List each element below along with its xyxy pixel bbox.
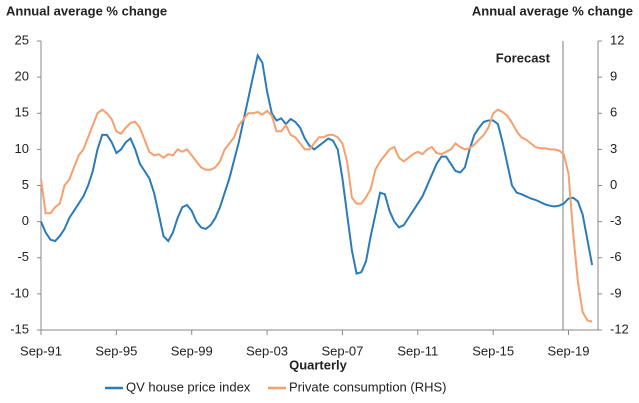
series-line <box>40 108 593 323</box>
y2-tick-label: 12 <box>610 32 624 47</box>
x-tick-label: Sep-11 <box>397 343 438 358</box>
y-tick-label: -10 <box>10 285 29 300</box>
x-tick-label: Sep-03 <box>246 343 288 358</box>
y-axis-label: Annual average % change <box>6 3 167 18</box>
x-tick-label: Sep-99 <box>171 343 213 358</box>
y2-tick-label: -12 <box>610 321 629 336</box>
y-tick-label: -15 <box>10 321 29 336</box>
legend-label: QV house price index <box>126 379 251 394</box>
y-tick-label: 5 <box>22 177 29 192</box>
y2-tick-label: 0 <box>610 177 617 192</box>
y2-tick-label: 3 <box>610 141 617 156</box>
series-line <box>40 52 594 275</box>
y-tick-label: 10 <box>15 141 29 156</box>
legend-label: Private consumption (RHS) <box>289 379 447 394</box>
y-tick-label: 25 <box>15 32 29 47</box>
y2-axis-label: Annual average % change <box>472 3 633 18</box>
y2-tick-label: 6 <box>610 105 617 120</box>
y-tick-label: 15 <box>15 105 29 120</box>
x-tick-label: Sep-91 <box>20 343 62 358</box>
y2-tick-label: 9 <box>610 69 617 84</box>
x-tick-label: Sep-15 <box>472 343 514 358</box>
annotation: Forecast <box>496 50 551 65</box>
y-tick-label: -5 <box>17 249 29 264</box>
y2-tick-label: -6 <box>610 249 622 264</box>
y2-tick-label: -9 <box>610 285 622 300</box>
x-tick-label: Sep-07 <box>321 343 363 358</box>
x-axis-label: Quarterly <box>289 357 348 372</box>
x-tick-label: Sep-19 <box>548 343 590 358</box>
y-tick-label: 0 <box>22 213 29 228</box>
x-tick-label: Sep-95 <box>95 343 137 358</box>
y-tick-label: 20 <box>15 69 29 84</box>
y2-tick-label: -3 <box>610 213 622 228</box>
